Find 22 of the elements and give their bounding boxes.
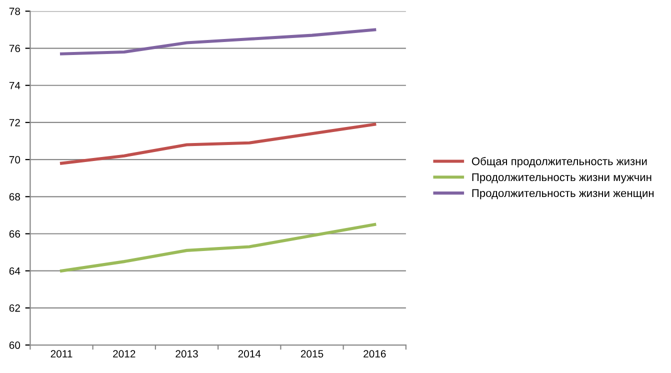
- y-tick-label: 66: [9, 230, 20, 238]
- legend-label: Продолжительность жизни мужчин: [472, 173, 652, 184]
- line-series: [60, 122, 376, 165]
- y-tick-label: 64: [9, 267, 20, 275]
- y-tick-label: 72: [9, 118, 20, 126]
- line-series: [60, 28, 376, 56]
- x-tick-label: 2013: [176, 350, 198, 358]
- y-tick-label: 62: [9, 304, 20, 312]
- y-tick-label: 60: [9, 342, 20, 349]
- line-series: [60, 222, 376, 272]
- x-tick-label: 2016: [364, 350, 386, 358]
- legend-label: Общая продолжительность жизни: [472, 156, 647, 168]
- x-tick-label: 2011: [50, 350, 72, 358]
- y-tick-label: 70: [9, 156, 20, 164]
- x-tick-label: 2015: [300, 350, 324, 358]
- y-tick-label: 74: [9, 82, 20, 90]
- legend-label: Продолжительность жизни женщин: [472, 189, 654, 200]
- x-tick-label: 2014: [238, 350, 261, 358]
- y-tick-label: 68: [9, 193, 20, 201]
- y-tick-label: 76: [9, 44, 20, 52]
- x-tick-label: 2012: [113, 350, 136, 358]
- y-tick-label: 78: [9, 8, 20, 16]
